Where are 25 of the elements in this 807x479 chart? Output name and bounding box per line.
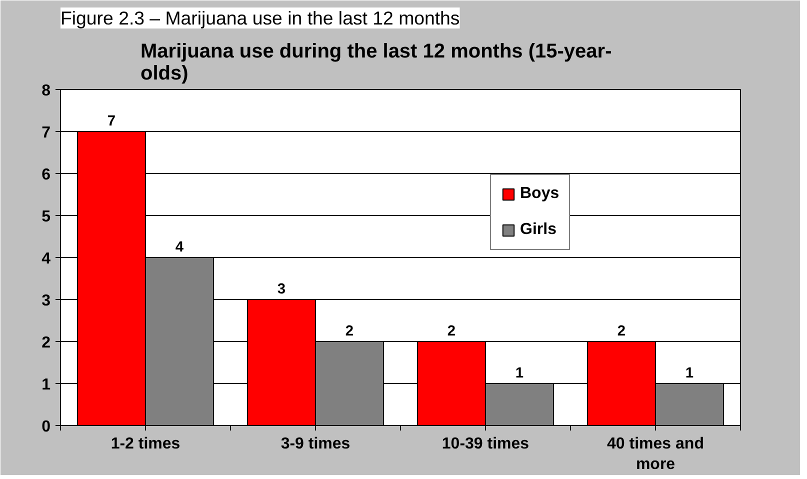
data-label: 2	[345, 324, 354, 340]
y-tick-label: 2	[42, 334, 51, 352]
data-label: 4	[175, 240, 184, 256]
x-tick-label: 3-9 times	[280, 436, 350, 452]
data-label: 7	[107, 114, 116, 130]
chart-title: Marijuana use during the last 12 months (15-year-olds)	[140, 40, 612, 84]
y-tick-label: 0	[42, 418, 51, 436]
legend-label: Girls	[520, 221, 556, 239]
legend-label: Boys	[520, 185, 560, 203]
x-tick-label: 1-2 times	[110, 436, 180, 452]
x-tick-label: 10-39 times	[442, 436, 530, 452]
y-tick-label: 6	[42, 166, 51, 184]
y-tick-label: 7	[42, 124, 51, 142]
y-tick-label: 8	[42, 82, 51, 100]
y-tick-label: 3	[42, 292, 51, 310]
data-label: 1	[515, 366, 524, 382]
data-label: 2	[617, 324, 626, 340]
data-label: 1	[685, 366, 694, 382]
data-label: 3	[277, 282, 286, 298]
caption: Figure 2.3 – Marijuana use in the last 12 months	[60, 8, 460, 28]
y-tick-label: 5	[42, 208, 51, 226]
y-tick-label: 4	[42, 250, 51, 268]
data-label: 2	[447, 324, 456, 340]
y-tick-label: 1	[42, 376, 51, 394]
x-tick-label: 40 times and more	[607, 436, 704, 473]
